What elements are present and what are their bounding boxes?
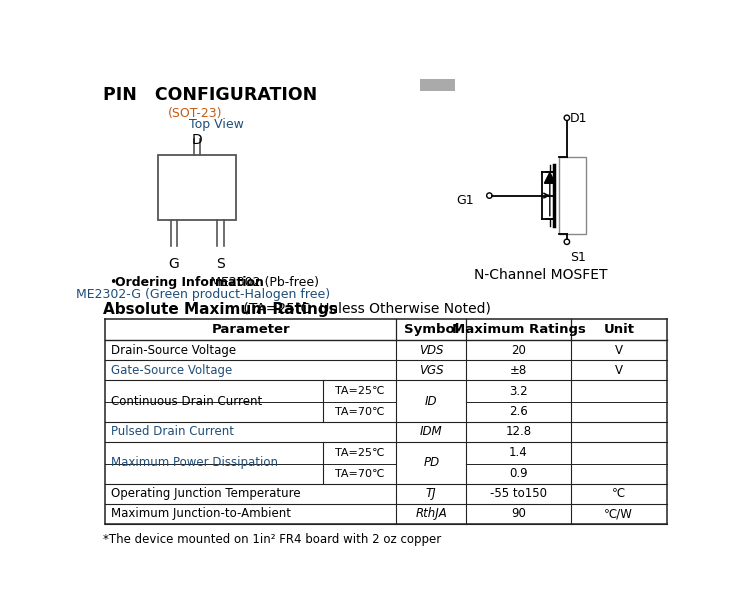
Text: •: •	[110, 275, 121, 289]
Text: 90: 90	[511, 507, 526, 520]
Text: ±8: ±8	[510, 364, 527, 377]
Text: VDS: VDS	[419, 344, 444, 357]
Text: RthJA: RthJA	[416, 507, 447, 520]
Text: Ordering Information: Ordering Information	[115, 275, 264, 289]
Text: Maximum Junction-to-Ambient: Maximum Junction-to-Ambient	[111, 507, 291, 520]
Text: Continuous Drain Current: Continuous Drain Current	[111, 395, 263, 408]
Text: IDM: IDM	[420, 426, 443, 439]
Bar	[419, 78, 455, 91]
Text: S1: S1	[570, 251, 586, 264]
Text: *The device mounted on 1in² FR4 board with 2 oz copper: *The device mounted on 1in² FR4 board wi…	[103, 533, 442, 546]
Text: (TA=25℃  Unless Otherwise Noted): (TA=25℃ Unless Otherwise Noted)	[239, 302, 491, 316]
Text: 2.6: 2.6	[509, 405, 528, 418]
Text: 1.4: 1.4	[509, 446, 528, 460]
Text: D: D	[192, 133, 203, 147]
Text: TA=70℃: TA=70℃	[335, 407, 384, 417]
Text: Operating Junction Temperature: Operating Junction Temperature	[111, 487, 300, 500]
Text: : ME2302 (Pb-free): : ME2302 (Pb-free)	[202, 275, 319, 289]
Text: TA=25℃: TA=25℃	[335, 386, 384, 396]
Text: ℃/W: ℃/W	[605, 507, 633, 520]
Text: Pulsed Drain Current: Pulsed Drain Current	[111, 426, 234, 439]
Text: Maximum Ratings: Maximum Ratings	[452, 323, 585, 336]
Text: V: V	[614, 344, 623, 357]
Text: 20: 20	[511, 344, 526, 357]
Text: VGS: VGS	[419, 364, 444, 377]
Text: TA=70℃: TA=70℃	[335, 469, 384, 479]
Text: PIN   CONFIGURATION: PIN CONFIGURATION	[103, 86, 318, 104]
Text: Unit: Unit	[603, 323, 634, 336]
Text: Parameter: Parameter	[212, 323, 290, 336]
Bar	[158, 155, 236, 220]
Text: N-Channel MOSFET: N-Channel MOSFET	[474, 268, 608, 282]
Text: Drain-Source Voltage: Drain-Source Voltage	[111, 344, 236, 357]
Text: TJ: TJ	[426, 487, 437, 500]
Text: ME2302-G (Green product-Halogen free): ME2302-G (Green product-Halogen free)	[75, 288, 330, 301]
Polygon shape	[544, 172, 555, 183]
Text: 0.9: 0.9	[509, 467, 528, 480]
Text: 3.2: 3.2	[509, 384, 528, 398]
Text: Top View: Top View	[189, 118, 243, 131]
Text: D1: D1	[570, 111, 587, 124]
Text: V: V	[614, 364, 623, 377]
Text: G1: G1	[456, 193, 474, 207]
Text: TA=25℃: TA=25℃	[335, 448, 384, 458]
Text: -55 to150: -55 to150	[490, 487, 547, 500]
Text: Maximum Power Dissipation: Maximum Power Dissipation	[111, 456, 278, 469]
Bar	[559, 157, 587, 234]
Text: PD: PD	[423, 456, 439, 469]
Text: 12.8: 12.8	[505, 426, 532, 439]
Text: S: S	[216, 257, 225, 271]
Text: ℃: ℃	[612, 487, 626, 500]
Text: ID: ID	[425, 395, 437, 408]
Text: Absolute Maximum Ratings: Absolute Maximum Ratings	[103, 302, 338, 317]
Text: Gate-Source Voltage: Gate-Source Voltage	[111, 364, 233, 377]
Text: (SOT-23): (SOT-23)	[168, 107, 222, 120]
Text: Symbol: Symbol	[404, 323, 459, 336]
Text: G: G	[169, 257, 179, 271]
